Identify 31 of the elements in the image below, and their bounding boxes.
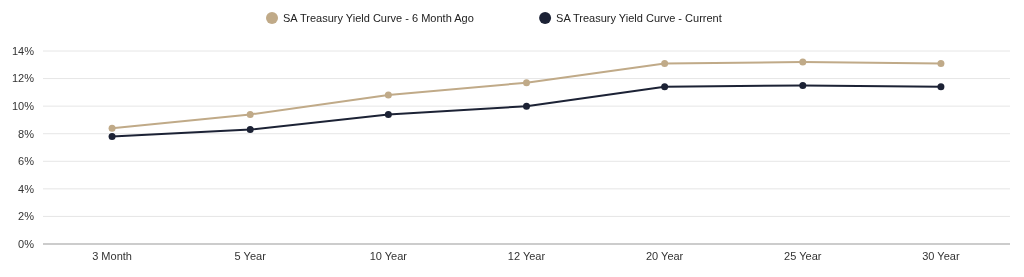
point — [799, 81, 807, 89]
legend-label: SA Treasury Yield Curve - Current — [556, 11, 722, 24]
x-tick-label: 25 Year — [784, 250, 822, 262]
point — [108, 132, 116, 140]
y-tick-label: 0% — [18, 237, 35, 250]
x-tick-label: 12 Year — [507, 250, 546, 262]
y-tick-label: 10% — [11, 99, 35, 112]
point — [384, 91, 392, 99]
y-tick-label: 8% — [18, 127, 35, 140]
legend-label: SA Treasury Yield Curve - 6 Month Ago — [283, 11, 474, 24]
y-tick-label: 14% — [11, 44, 35, 57]
x-tick-label: 10 Year — [369, 250, 408, 262]
point — [523, 79, 530, 87]
point — [384, 110, 392, 118]
point — [246, 110, 254, 118]
point — [661, 83, 669, 91]
point — [246, 126, 254, 134]
point — [108, 124, 116, 132]
x-tick-label: 20 Year — [645, 250, 684, 262]
y-tick-label: 6% — [18, 155, 35, 168]
point — [937, 59, 945, 67]
y-tick-label: 2% — [18, 210, 35, 223]
x-tick-label: 5 Year — [234, 250, 267, 262]
point — [523, 102, 530, 110]
y-tick-label: 12% — [11, 72, 35, 85]
point — [799, 58, 807, 66]
x-tick-label: 30 Year — [922, 250, 960, 262]
point — [937, 83, 945, 91]
y-tick-label: 4% — [18, 182, 35, 195]
x-tick-label: 3 Month — [92, 250, 132, 262]
point — [661, 59, 669, 67]
